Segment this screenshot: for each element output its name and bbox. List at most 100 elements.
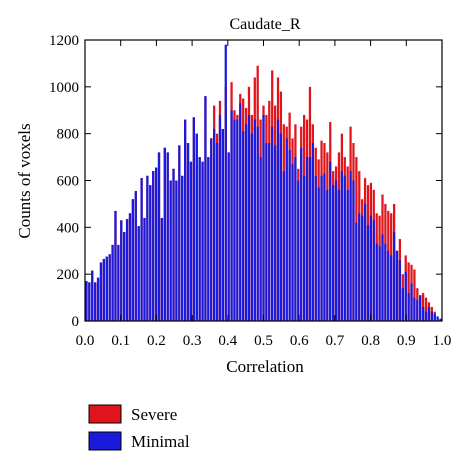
minimal-bar [175, 180, 178, 321]
chart-title: Caudate_R [229, 16, 300, 33]
minimal-bar [401, 288, 404, 321]
x-tick-label: 0.8 [361, 333, 380, 349]
minimal-bar [198, 157, 201, 321]
minimal-bar [233, 119, 236, 322]
legend-label-severe: Severe [131, 405, 177, 424]
minimal-bar [189, 161, 193, 321]
minimal-bar [392, 232, 396, 321]
minimal-bar [323, 173, 326, 321]
minimal-bar [186, 143, 190, 321]
minimal-bar [268, 143, 271, 321]
minimal-bar [349, 171, 352, 321]
minimal-bar [242, 131, 245, 321]
minimal-bar [384, 243, 387, 321]
minimal-bar [213, 128, 216, 321]
minimal-bar [430, 311, 433, 321]
x-tick-label: 0.9 [397, 333, 416, 349]
legend-label-minimal: Minimal [131, 432, 190, 451]
y-tick-label: 200 [57, 267, 80, 283]
minimal-bar [111, 244, 114, 321]
minimal-bar [378, 246, 381, 321]
x-tick-label: 0.0 [76, 333, 95, 349]
minimal-bar [250, 133, 254, 321]
minimal-bar [381, 234, 384, 321]
minimal-bar [108, 254, 111, 321]
minimal-bar [163, 147, 166, 321]
minimal-bar [404, 271, 407, 321]
minimal-bar [271, 126, 274, 321]
minimal-bar [358, 213, 361, 321]
minimal-bar [96, 277, 100, 321]
minimal-bar [366, 224, 370, 321]
minimal-bar [247, 114, 251, 322]
minimal-bar [143, 217, 146, 321]
minimal-bar [131, 199, 135, 321]
minimal-bar [297, 180, 300, 321]
minimal-bar [276, 119, 280, 322]
x-tick-label: 0.2 [147, 333, 166, 349]
minimal-bar [416, 299, 419, 321]
minimal-bar [195, 133, 198, 321]
minimal-bar [372, 220, 375, 321]
minimal-bar [221, 128, 224, 321]
minimal-bar [94, 282, 97, 321]
minimal-bar [279, 133, 283, 321]
minimal-bar [433, 313, 436, 321]
minimal-bar [326, 189, 329, 321]
minimal-bar [285, 138, 288, 321]
minimal-bar [317, 187, 320, 321]
minimal-bar [300, 147, 303, 321]
x-tick-label: 0.4 [218, 333, 237, 349]
minimal-bar [346, 189, 349, 321]
y-axis-ticks: 0 200 400 600 800 1000 1200 [49, 33, 442, 330]
y-tick-label: 0 [72, 314, 80, 330]
minimal-bar [343, 175, 346, 321]
minimal-bar [390, 255, 393, 321]
minimal-bar [311, 143, 314, 321]
minimal-bar [314, 175, 317, 321]
minimal-bar [337, 189, 341, 321]
minimal-bar [140, 178, 143, 321]
minimal-bar [291, 164, 294, 321]
minimal-bar [407, 292, 410, 321]
minimal-bar [282, 171, 285, 321]
minimal-bar [303, 175, 306, 321]
minimal-bar [439, 318, 442, 321]
minimal-bar [120, 220, 123, 321]
x-axis-title: Correlation [226, 357, 304, 376]
minimal-bar [152, 171, 155, 321]
minimal-bar [123, 232, 126, 321]
minimal-bar [239, 103, 242, 321]
severe-bar [413, 269, 416, 321]
y-tick-label: 800 [57, 127, 80, 143]
y-tick-label: 1200 [49, 33, 79, 49]
minimal-bar [259, 157, 262, 321]
minimal-bar [218, 114, 222, 322]
minimal-bar [178, 145, 181, 322]
minimal-bar [215, 143, 219, 321]
minimal-bar [273, 145, 277, 322]
minimal-bar [207, 157, 210, 321]
x-axis-ticks: 0.0 0.1 0.2 0.3 0.4 0.5 0.6 0.7 0.8 0.9 1.0 [76, 40, 452, 349]
minimal-bar [329, 161, 332, 321]
minimal-bar [230, 110, 233, 321]
y-axis-title: Counts of voxels [15, 123, 34, 238]
minimal-bar [88, 282, 91, 321]
minimal-bar [424, 311, 428, 321]
minimal-bar [184, 119, 187, 322]
minimal-bar [262, 114, 265, 322]
severe-bar [424, 297, 428, 321]
x-tick-label: 1.0 [433, 333, 452, 349]
minimal-bar [363, 203, 367, 321]
minimal-bar [305, 157, 309, 321]
minimal-bar [352, 180, 355, 321]
minimal-bar [340, 171, 343, 321]
minimal-bar [149, 185, 152, 321]
minimal-bar [192, 117, 195, 321]
minimal-bar [85, 281, 88, 321]
minimal-bar [375, 243, 378, 321]
minimal-bar [308, 157, 312, 321]
minimal-bar [256, 126, 259, 321]
minimal-bar [157, 152, 161, 321]
